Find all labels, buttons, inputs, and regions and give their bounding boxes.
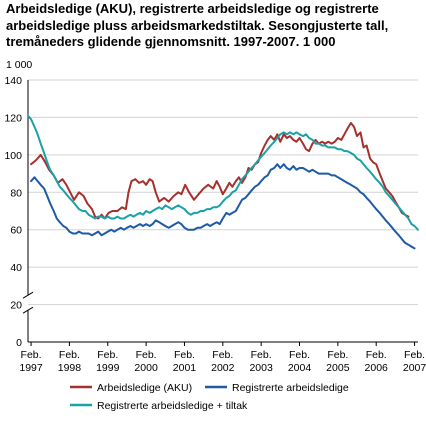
x-tick-label: 2006	[365, 362, 389, 374]
x-tick-label: Feb.	[327, 349, 348, 361]
y-tick-label: 40	[10, 262, 22, 274]
x-tick-label: Feb.	[251, 349, 272, 361]
series-line-3	[27, 114, 419, 231]
x-tick-label: Feb.	[212, 349, 233, 361]
legend-label-3: Registrerte arbeidsledige + tiltak	[97, 400, 248, 412]
y-tick-label: 120	[4, 112, 22, 124]
legend-label-2: Registrerte arbeidsledige	[232, 382, 349, 394]
axis-break-mark	[22, 291, 34, 314]
x-tick-label: 2003	[249, 362, 273, 374]
x-tick-label: Feb.	[404, 349, 425, 361]
x-tick-label: 2005	[326, 362, 350, 374]
x-tick-label: Feb.	[174, 349, 195, 361]
x-tick-label: Feb.	[289, 349, 310, 361]
x-tick-label: 1997	[19, 362, 43, 374]
axis-layer: 020406080100120140Feb.1997Feb.1998Feb.19…	[4, 75, 426, 374]
x-tick-label: 2001	[173, 362, 197, 374]
y-tick-label: 140	[4, 75, 22, 87]
x-tick-label: 2004	[288, 362, 312, 374]
x-tick-label: 2000	[134, 362, 158, 374]
legend: Arbeidsledige (AKU) Registrerte arbeidsle…	[70, 382, 349, 412]
y-tick-label: 20	[10, 300, 22, 312]
x-tick-label: 2007	[403, 362, 426, 374]
legend-label-1: Arbeidsledige (AKU)	[97, 382, 192, 394]
y-tick-label: 0	[16, 337, 22, 349]
series-line-2	[30, 163, 416, 250]
chart-title: Arbeidsledige (AKU), registrerte arbeids…	[6, 1, 389, 49]
y-tick-label: 60	[10, 225, 22, 237]
x-tick-label: Feb.	[59, 349, 80, 361]
x-tick-label: Feb.	[366, 349, 387, 361]
x-tick-label: 1999	[96, 362, 120, 374]
series-layer	[27, 114, 419, 250]
x-tick-label: Feb.	[21, 349, 42, 361]
x-tick-label: 2002	[211, 362, 235, 374]
x-tick-label: 1998	[58, 362, 82, 374]
y-tick-label: 80	[10, 187, 22, 199]
y-tick-label: 100	[4, 150, 22, 162]
unit-label: 1 000	[6, 59, 32, 71]
x-tick-label: Feb.	[97, 349, 118, 361]
x-tick-label: Feb.	[136, 349, 157, 361]
